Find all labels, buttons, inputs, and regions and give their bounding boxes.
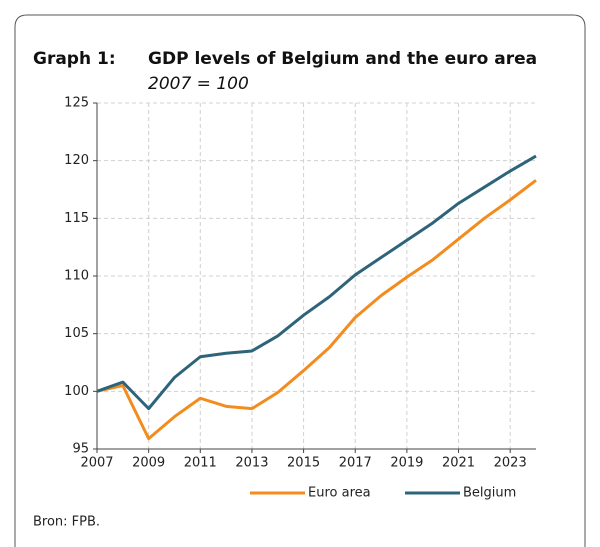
x-tick-label: 2021: [442, 456, 475, 471]
x-tick-label: 2011: [184, 456, 217, 471]
chart-subtitle: 2007 = 100: [148, 74, 249, 94]
data-line: [96, 179, 537, 441]
y-tick-label: 120: [64, 153, 89, 168]
x-tick-label: 2009: [132, 456, 165, 471]
y-tick-label: 110: [64, 269, 89, 284]
x-tick-label: 2013: [235, 456, 268, 471]
legend-label: Euro area: [308, 486, 371, 501]
y-tick-label: 125: [64, 96, 89, 111]
frame: [14, 14, 586, 547]
x-tick-label: 2017: [339, 456, 372, 471]
chart-title-label: Graph 1:: [33, 49, 116, 69]
x-tick-label: 2015: [287, 456, 320, 471]
x-tick-label: 2007: [80, 456, 113, 471]
y-tick-label: 115: [64, 211, 89, 226]
x-tick-label: 2023: [494, 456, 527, 471]
y-tick-label: 100: [64, 384, 89, 399]
source: Bron: FPB.: [33, 515, 100, 530]
x-tick-label: 2019: [390, 456, 423, 471]
y-tick-label: 95: [72, 442, 89, 457]
data-line: [96, 154, 537, 411]
y-tick-label: 105: [64, 326, 89, 341]
chart-title: GDP levels of Belgium and the euro area: [148, 49, 537, 69]
legend-label: Belgium: [463, 486, 516, 501]
